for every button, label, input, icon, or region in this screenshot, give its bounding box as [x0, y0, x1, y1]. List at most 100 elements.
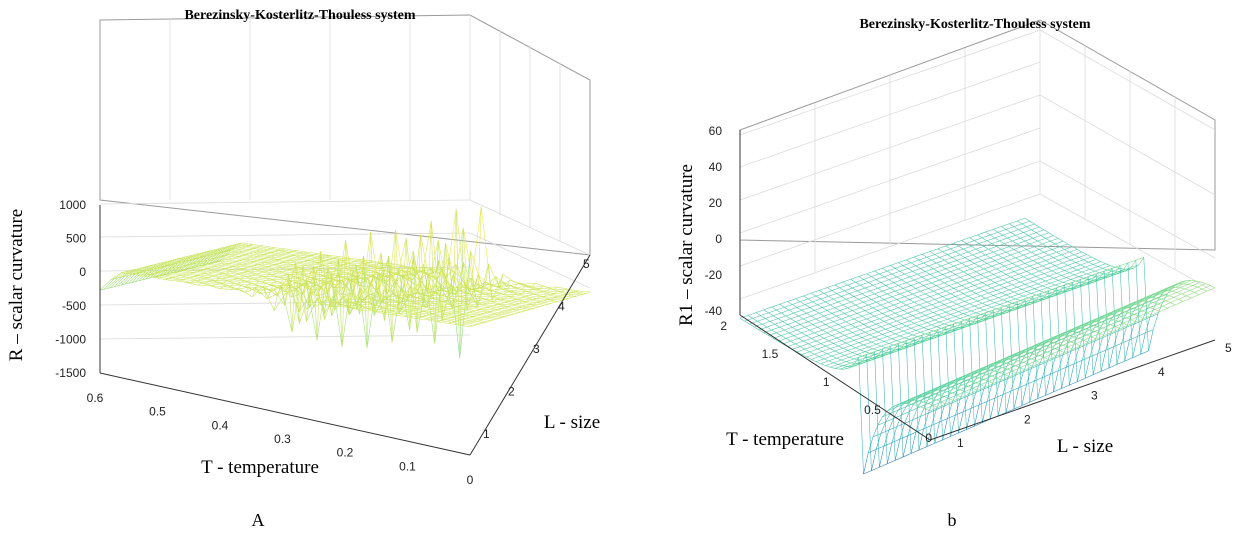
- chart-b-mesh-line: [882, 345, 891, 350]
- chart-b-mesh-line: [880, 323, 889, 327]
- chart-b-mesh-line: [947, 316, 956, 320]
- chart-b-mesh-line: [920, 404, 926, 417]
- chart-b-mesh-line: [1086, 273, 1092, 276]
- chart-a-mesh-line: [199, 261, 211, 264]
- chart-a-mesh-line: [243, 272, 255, 275]
- chart-a-mesh-line: [217, 260, 222, 262]
- chart-a-mesh-line: [503, 281, 507, 287]
- chart-b-mesh-line: [953, 309, 959, 312]
- chart-a-mesh-line: [182, 261, 193, 264]
- chart-a-mesh-line: [476, 310, 488, 313]
- chart-b-mesh-line: [944, 304, 950, 308]
- chart-b-mesh-line: [845, 296, 855, 300]
- chart-a-mesh-line: [258, 276, 263, 279]
- chart-a-mesh-line: [237, 283, 249, 286]
- chart-b-mesh-line: [1062, 262, 1068, 266]
- chart-b-mesh-line: [1105, 346, 1114, 351]
- chart-b-mesh-line: [1070, 276, 1079, 280]
- chart-b-mesh-line: [839, 329, 848, 333]
- chart-a-mesh-line: [275, 267, 280, 270]
- chart-a-mesh-line: [203, 259, 208, 262]
- chart-b-mesh-line: [923, 307, 929, 311]
- chart-a-mesh-line: [483, 311, 488, 314]
- chart-b-mesh-line: [929, 293, 939, 297]
- chart-b-mesh-line: [1013, 226, 1019, 230]
- chart-b-mesh-line: [1037, 260, 1046, 264]
- chart-a-mesh-line: [181, 256, 186, 259]
- chart-a-mesh-line: [228, 261, 233, 264]
- chart-b-mesh-line: [986, 305, 992, 308]
- chart-b-mesh-line: [739, 315, 749, 319]
- chart-a-mesh-line: [478, 298, 483, 301]
- chart-b-mesh-line: [986, 263, 992, 267]
- chart-b-mesh-line: [1072, 264, 1081, 268]
- chart-a-mesh-line: [471, 289, 483, 292]
- chart-a-mesh-line: [426, 313, 430, 316]
- chart-a-mesh-line: [248, 287, 253, 291]
- chart-a-mesh-line: [316, 278, 320, 281]
- chart-b-mesh-line: [906, 403, 912, 405]
- chart-b-mesh-line: [834, 329, 840, 333]
- chart-a-mesh-line: [203, 265, 215, 267]
- chart-b-mesh-line: [1021, 246, 1027, 250]
- chart-a-mesh-line: [265, 280, 277, 282]
- chart-b-mesh-line: [1157, 288, 1167, 293]
- chart-b-mesh-line: [1026, 246, 1035, 250]
- chart-b-mesh-line: [776, 332, 782, 336]
- chart-b-mesh-line: [1094, 337, 1103, 342]
- chart-a-mesh-line: [547, 299, 559, 302]
- chart-b-mesh-line: [883, 430, 890, 447]
- chart-b-mesh-line: [891, 271, 901, 275]
- chart-a-mesh-line: [171, 260, 183, 263]
- chart-a-mesh-line: [135, 267, 140, 270]
- chart-b-mesh-line: [904, 293, 913, 298]
- chart-a-mesh-line: [189, 272, 201, 276]
- chart-b-mesh-line: [863, 321, 872, 325]
- chart-b-mesh-line: [871, 299, 877, 303]
- chart-a-mesh-line: [370, 231, 382, 303]
- chart-a-mesh-line: [451, 311, 455, 314]
- chart-b-mesh-line: [820, 363, 826, 366]
- chart-a-mesh-line: [142, 267, 154, 270]
- chart-a-mesh-line: [512, 313, 516, 315]
- chart-a-mesh-line: [259, 289, 264, 294]
- chart-b-mesh-line: [807, 298, 813, 303]
- chart-a-mesh-line: [496, 288, 501, 293]
- chart-a-mesh-line: [259, 246, 271, 249]
- chart-b-mesh-line: [947, 277, 953, 281]
- chart-b-mesh-line: [933, 330, 938, 333]
- chart-b-mesh-line: [1031, 273, 1037, 277]
- chart-b-mesh-line: [901, 279, 907, 283]
- chart-a-mesh-line: [415, 318, 427, 321]
- chart-b-mesh-line: [885, 326, 894, 330]
- chart-a-mesh-line: [440, 319, 445, 321]
- chart-b-mesh-line: [804, 324, 813, 328]
- chart-b-mesh-line: [1005, 252, 1011, 256]
- chart-b-mesh-line: [929, 392, 939, 397]
- chart-b-mesh-line: [1140, 332, 1146, 355]
- chart-b-mesh-line: [994, 237, 1000, 242]
- chart-b-mesh-line: [990, 279, 996, 283]
- chart-a-mesh-line: [388, 256, 393, 343]
- chart-a-mesh-line: [412, 250, 418, 291]
- chart-b-mesh-line: [1142, 316, 1151, 321]
- chart-b-mesh-line: [1029, 220, 1035, 225]
- chart-a-mesh-line: [461, 309, 473, 313]
- chart-b-mesh-line: [1051, 270, 1057, 274]
- chart-b-mesh-line: [1035, 276, 1041, 280]
- chart-b-mesh-line: [896, 348, 905, 352]
- chart-b-mesh-line: [915, 310, 921, 314]
- chart-a-mesh-line: [214, 257, 218, 259]
- chart-b-mesh-line: [819, 335, 825, 339]
- chart-b-mesh-line: [975, 366, 984, 371]
- chart-a-mesh-line: [222, 276, 227, 279]
- chart-b-mesh-line: [983, 268, 989, 272]
- chart-b-mesh-line: [1023, 276, 1029, 280]
- chart-a-mesh-line: [380, 253, 385, 321]
- chart-a-mesh-line: [481, 285, 493, 290]
- chart-b-mesh-line: [959, 373, 969, 378]
- chart-b-mesh-line: [887, 333, 896, 337]
- chart-b-mesh-line: [803, 292, 812, 297]
- chart-b-mesh-line: [888, 320, 897, 325]
- chart-b-mesh-line: [879, 270, 888, 275]
